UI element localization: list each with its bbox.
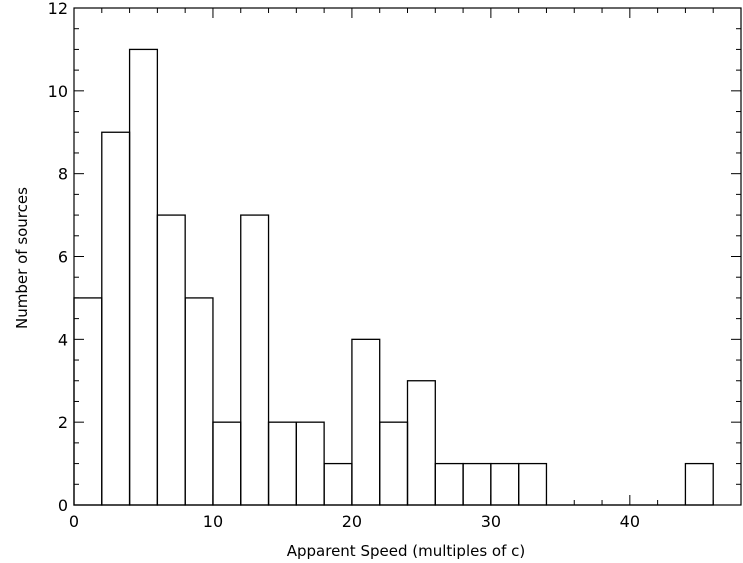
x-tick-label: 10	[203, 512, 223, 531]
axis-ticks	[73, 7, 742, 506]
histogram-bar	[684, 462, 714, 506]
x-tick-label: 30	[481, 512, 501, 531]
y-tick-label: 0	[58, 496, 68, 515]
x-tick-label: 20	[342, 512, 362, 531]
histogram-bar	[323, 462, 353, 506]
histogram-bar	[267, 421, 297, 506]
histogram-bar	[240, 214, 270, 506]
y-tick-label: 4	[58, 330, 68, 349]
histogram-bar	[434, 462, 464, 506]
histogram-bar	[406, 380, 436, 506]
histogram-bar	[128, 48, 159, 506]
tick-labels: 0 10 20 30 40 0 2 4 6 8 10 12	[48, 0, 640, 531]
y-tick-label: 6	[58, 248, 68, 267]
x-axis-label: Apparent Speed (multiples of c)	[287, 542, 526, 560]
histogram-bar	[518, 462, 548, 506]
histogram-bar	[101, 131, 131, 506]
histogram-bars	[73, 48, 714, 506]
histogram-bar	[156, 214, 186, 506]
histogram-bar	[490, 462, 520, 506]
x-tick-label: 0	[69, 512, 79, 531]
y-tick-label: 8	[58, 165, 68, 184]
histogram-bar	[184, 297, 214, 506]
histogram-bar	[379, 421, 409, 506]
histogram-bar	[462, 462, 492, 506]
y-tick-label: 12	[48, 0, 68, 18]
histogram-bar	[351, 338, 381, 506]
y-tick-label: 10	[48, 82, 68, 101]
histogram-bar	[212, 421, 242, 506]
y-tick-label: 2	[58, 413, 68, 432]
y-axis-label: Number of sources	[13, 187, 31, 329]
x-tick-label: 40	[620, 512, 640, 531]
histogram-bar	[295, 421, 325, 506]
